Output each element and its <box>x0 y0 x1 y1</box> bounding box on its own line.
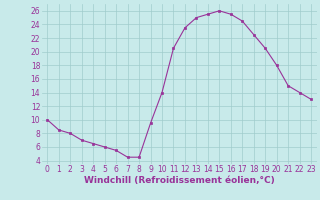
X-axis label: Windchill (Refroidissement éolien,°C): Windchill (Refroidissement éolien,°C) <box>84 176 275 185</box>
